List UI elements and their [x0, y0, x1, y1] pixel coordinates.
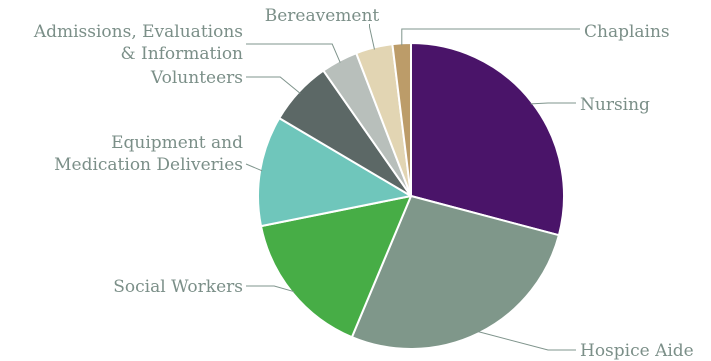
slice-labels: Nursing Hospice Aide Social Workers Equipme… [33, 6, 694, 361]
label-chaplains: Chaplains [584, 22, 670, 42]
slice-social-workers [260, 195, 412, 339]
leader-volunteers [246, 76, 301, 94]
label-social-workers: Social Workers [113, 277, 243, 297]
leader-nursing [530, 102, 576, 105]
label-bereavement: Bereavement [265, 6, 380, 26]
label-volunteers: Volunteers [150, 68, 243, 88]
leader-lines [245, 24, 580, 351]
slice-nursing [410, 42, 566, 237]
leader-chaplains [401, 28, 580, 46]
slice-hospice-aide [350, 195, 560, 351]
pie-slices [257, 42, 566, 351]
label-admissions-evaluations-and-information: Admissions, Evaluations & Information [33, 22, 243, 64]
label-nursing: Nursing [580, 95, 650, 115]
leader-equipment-and-medication-deliveries [245, 163, 263, 172]
leader-hospice-aide [477, 331, 576, 351]
leader-social-workers [246, 285, 295, 293]
leader-bereavement [369, 24, 375, 50]
label-hospice-aide: Hospice Aide [580, 341, 694, 361]
label-equipment-and-medication-deliveries: Equipment and Medication Deliveries [54, 133, 243, 175]
leader-admissions-evaluations-and-information [246, 43, 341, 63]
